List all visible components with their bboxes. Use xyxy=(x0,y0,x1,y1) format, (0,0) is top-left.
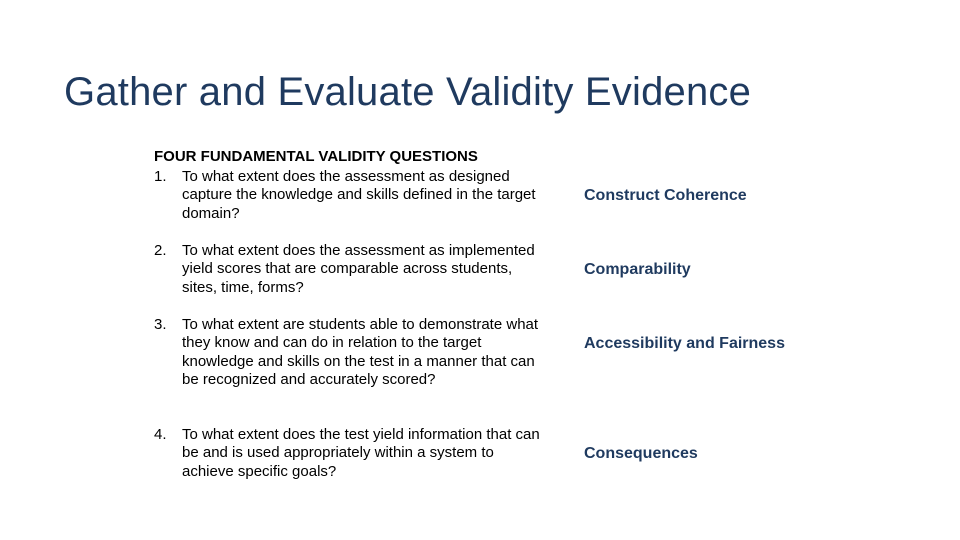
item-concept: Construct Coherence xyxy=(584,186,824,206)
item-question: To what extent are students able to demo… xyxy=(182,316,542,389)
item-question: To what extent does the assessment as im… xyxy=(182,242,542,297)
item-number: 2. xyxy=(154,242,167,259)
item-number: 1. xyxy=(154,168,167,185)
item-number: 4. xyxy=(154,426,167,443)
slide: Gather and Evaluate Validity Evidence FO… xyxy=(0,0,960,540)
slide-subheading: FOUR FUNDAMENTAL VALIDITY QUESTIONS xyxy=(154,148,478,165)
item-question: To what extent does the assessment as de… xyxy=(182,168,542,223)
item-concept: Comparability xyxy=(584,260,824,280)
item-question: To what extent does the test yield infor… xyxy=(182,426,542,481)
item-concept: Consequences xyxy=(584,444,824,464)
item-number: 3. xyxy=(154,316,167,333)
item-concept: Accessibility and Fairness xyxy=(584,334,824,354)
slide-title: Gather and Evaluate Validity Evidence xyxy=(64,70,751,115)
